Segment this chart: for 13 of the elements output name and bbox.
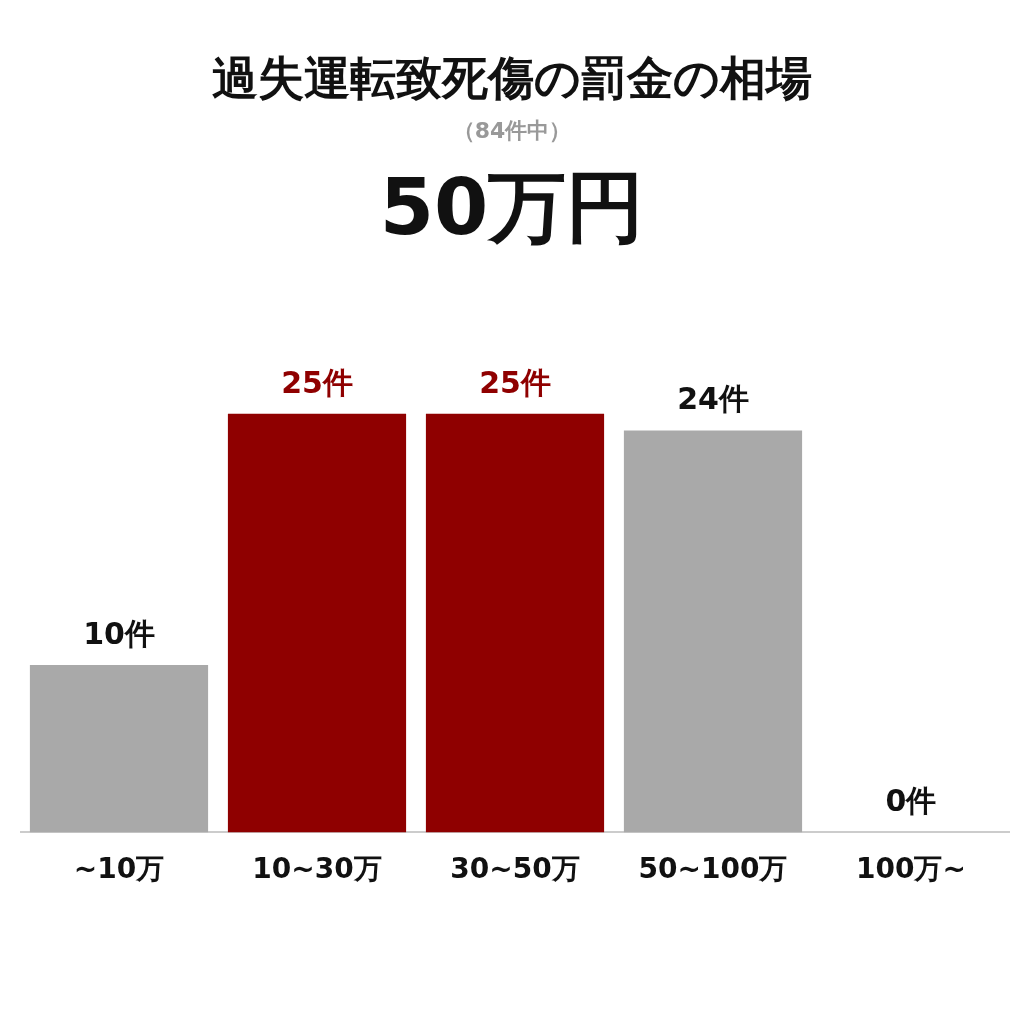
data-label: 0件 [885, 783, 937, 819]
text: 50万円 [378, 161, 646, 254]
x-tick-label: 50~100万 [638, 852, 788, 886]
x-tick-label: 100万~ [856, 852, 966, 886]
data-label: 10件 [83, 615, 155, 651]
chart-subtitle: （84件中） [451, 117, 573, 145]
chart-title: 過失運転致死傷の罰金の相場 [211, 50, 813, 107]
x-tick-label: 10~30万 [252, 852, 382, 886]
x-tick-label: ~10万 [73, 852, 165, 886]
x-tick-label: 30~50万 [450, 852, 580, 886]
data-label: 25件 [281, 364, 353, 400]
data-label: 24件 [677, 381, 749, 417]
data-label: 25件 [479, 364, 551, 400]
